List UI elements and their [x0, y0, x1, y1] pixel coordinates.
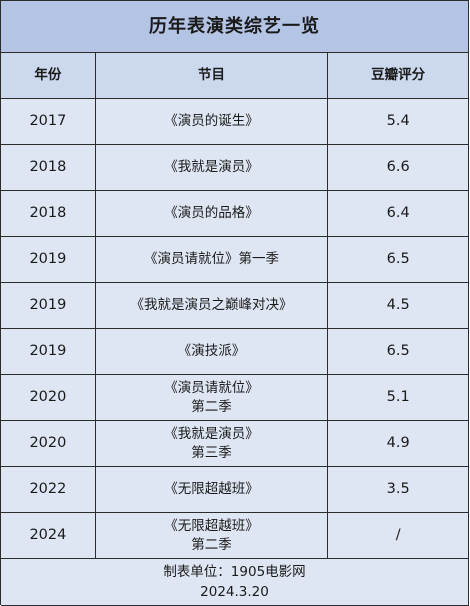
- table-footer: 制表单位：1905电影网 2024.3.20: [1, 559, 469, 606]
- header-row: 年份 节目 豆瓣评分: [1, 53, 469, 99]
- rating-cell: 4.9: [328, 421, 469, 466]
- year-cell: 2020: [1, 421, 96, 466]
- program-season: 第三季: [191, 444, 232, 461]
- table-row: 2019 《我就是演员之巅峰对决》 4.5: [1, 283, 469, 329]
- program-name: 《我就是演员之巅峰对决》: [130, 297, 293, 313]
- program-name: 《演员的诞生》: [164, 113, 259, 129]
- program-season: 第二季: [191, 398, 232, 415]
- table-title: 历年表演类综艺一览: [1, 1, 469, 53]
- program-name: 《无限超越班》: [164, 481, 259, 497]
- header-year: 年份: [1, 53, 96, 98]
- table-row: 2018 《演员的品格》 6.4: [1, 191, 469, 237]
- year-cell: 2020: [1, 375, 96, 420]
- program-cell: 《无限超越班》 第二季: [96, 513, 329, 558]
- table-row: 2020 《演员请就位》 第二季 5.1: [1, 375, 469, 421]
- year-cell: 2018: [1, 145, 96, 190]
- header-rating: 豆瓣评分: [328, 53, 469, 98]
- rating-cell: 3.5: [328, 467, 469, 512]
- rating-cell: 4.5: [328, 283, 469, 328]
- year-cell: 2019: [1, 283, 96, 328]
- program-cell: 《演技派》: [96, 329, 329, 374]
- table-row: 2020 《我就是演员》 第三季 4.9: [1, 421, 469, 467]
- rating-cell: 5.4: [328, 99, 469, 144]
- rating-cell: 6.5: [328, 329, 469, 374]
- program-name: 《演员的品格》: [164, 205, 259, 221]
- table-row: 2019 《演员请就位》第一季 6.5: [1, 237, 469, 283]
- program-cell: 《演员请就位》 第二季: [96, 375, 329, 420]
- rating-cell: 6.5: [328, 237, 469, 282]
- year-cell: 2022: [1, 467, 96, 512]
- program-cell: 《我就是演员》: [96, 145, 329, 190]
- program-name: 《我就是演员》: [164, 425, 259, 442]
- year-cell: 2024: [1, 513, 96, 558]
- rating-cell: 6.6: [328, 145, 469, 190]
- program-cell: 《我就是演员》 第三季: [96, 421, 329, 466]
- rating-cell: 5.1: [328, 375, 469, 420]
- program-name: 《演技派》: [177, 343, 246, 359]
- program-name: 《演员请就位》第一季: [144, 251, 280, 267]
- program-name: 《无限超越班》: [164, 517, 259, 534]
- year-cell: 2018: [1, 191, 96, 236]
- program-season: 第二季: [191, 536, 232, 553]
- table-row: 2022 《无限超越班》 3.5: [1, 467, 469, 513]
- program-cell: 《演员的诞生》: [96, 99, 329, 144]
- program-cell: 《演员的品格》: [96, 191, 329, 236]
- source-note: 制表单位：1905电影网: [163, 564, 306, 580]
- table-row: 2019 《演技派》 6.5: [1, 329, 469, 375]
- table-row: 2018 《我就是演员》 6.6: [1, 145, 469, 191]
- program-cell: 《我就是演员之巅峰对决》: [96, 283, 329, 328]
- program-cell: 《无限超越班》: [96, 467, 329, 512]
- program-name: 《演员请就位》: [164, 379, 259, 396]
- table-row: 2017 《演员的诞生》 5.4: [1, 99, 469, 145]
- rating-cell: 6.4: [328, 191, 469, 236]
- rating-cell: /: [328, 513, 469, 558]
- year-cell: 2019: [1, 237, 96, 282]
- table-row: 2024 《无限超越班》 第二季 /: [1, 513, 469, 559]
- header-program: 节目: [96, 53, 329, 98]
- program-name: 《我就是演员》: [164, 159, 259, 175]
- date-note: 2024.3.20: [200, 584, 269, 600]
- program-cell: 《演员请就位》第一季: [96, 237, 329, 282]
- year-cell: 2019: [1, 329, 96, 374]
- year-cell: 2017: [1, 99, 96, 144]
